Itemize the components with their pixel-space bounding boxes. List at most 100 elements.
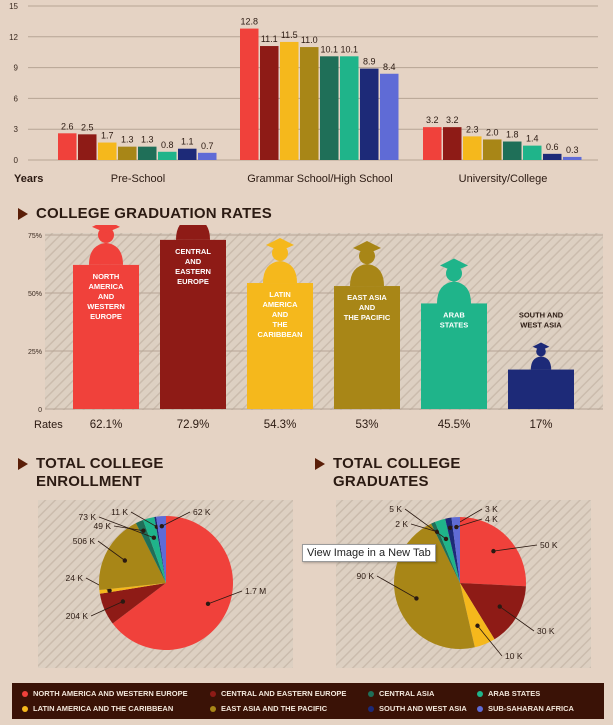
rate-category-label: EUROPE [177,277,209,286]
graduate-body-icon [530,356,552,370]
pie-slice-label: 10 K [505,651,523,661]
pie-label-dot [205,601,211,607]
pie-slice-label: 11 K [111,507,128,517]
rates-row-label: Rates [34,419,63,431]
data-label: 0.7 [201,141,214,151]
rate-category-label: AND [272,310,289,319]
legend: NORTH AMERICA AND WESTERN EUROPE CENTRAL … [12,683,604,719]
data-label: 0.6 [546,142,559,152]
rate-category-label: SOUTH AND [519,311,564,320]
pie-slice-label: 30 K [537,626,555,636]
legend-item: ARAB STATES [477,686,613,701]
graduate-body-icon [176,225,210,240]
graduate-body-icon [89,242,123,265]
bar [78,134,97,160]
legend-swatch-icon [477,705,483,712]
rates-heading: COLLEGE GRADUATION RATES [18,205,272,223]
bar [340,56,359,160]
graduates-heading: TOTAL COLLEGE GRADUATES [315,455,461,491]
bar [423,127,442,160]
data-label: 11.5 [281,30,298,40]
rate-category-label: CENTRAL [175,247,211,256]
data-label: 8.4 [383,62,396,72]
enrollment-heading: TOTAL COLLEGE ENROLLMENT [18,455,164,491]
rate-bar [247,283,313,409]
legend-label: ARAB STATES [488,689,541,698]
data-label: 3.2 [446,115,459,125]
legend-swatch-icon [368,705,374,712]
legend-label: CENTRAL AND EASTERN EUROPE [221,689,347,698]
rate-bar [421,303,487,409]
bar [58,133,77,160]
bar [300,47,319,160]
rate-category-label: WEST ASIA [520,321,562,330]
pie-leader-line [376,575,417,599]
rate-category-label: LATIN [269,290,291,299]
data-label: 1.3 [121,135,134,145]
pie-slice-label: 5 K [389,504,402,514]
pie-leader-line [207,590,243,605]
rate-category-label: AMERICA [89,282,125,291]
rate-value-label: 62.1% [90,419,123,431]
legend-swatch-icon [210,690,216,697]
pie-slice-label: 62 K [193,507,211,517]
rate-category-label: AND [185,257,202,266]
rate-value-label: 72.9% [177,419,210,431]
pie-slice [431,521,460,583]
pie-charts: 1.7 M 204 K 24 K 506 K 49 K73 K 11 K 62 K 50 K… [38,500,591,668]
data-label: 8.9 [363,57,376,67]
y-tick-label: 9 [14,64,19,73]
pie-slice-label: 73 K [79,512,97,522]
y-tick-label: 6 [14,94,19,103]
bar [503,141,522,160]
legend-item: CENTRAL ASIA [368,686,477,701]
pie-slice [143,517,166,583]
rate-category-label: EUROPE [90,312,122,321]
bar [483,139,502,160]
rate-category-label: ARAB [443,310,465,319]
pie-label-dot [151,535,157,540]
legend-swatch-icon [22,705,28,712]
pie-slice [460,583,495,648]
legend-swatch-icon [22,690,28,697]
rate-category-label: WESTERN [87,302,125,311]
legend-label: CENTRAL ASIA [379,689,435,698]
pie-leader-line [456,518,483,528]
y-tick-label: 50% [28,291,42,298]
bar [260,46,279,160]
y-tick-label: 25% [28,349,42,356]
view-image-tooltip[interactable]: View Image in a New Tab [302,544,436,562]
data-label: 2.6 [61,121,74,131]
graduation-cap-icon [532,342,550,351]
pie-slice-label: 3 K [485,504,498,514]
legend-swatch-icon [210,705,216,712]
bar [320,56,339,160]
triangle-bullet-icon [315,458,325,470]
pie-leader-line [477,625,503,657]
graduates-title-line2: GRADUATES [333,473,429,490]
rate-value-label: 45.5% [438,419,471,431]
legend-item: CENTRAL AND EASTERN EUROPE [210,686,368,701]
data-label: 2.0 [486,127,499,137]
y-tick-label: 15 [9,2,18,11]
data-label: 2.5 [81,122,94,132]
pie-slice [434,518,460,583]
data-label: 3.2 [426,115,439,125]
pie-slice [445,517,460,583]
pie-leader-line [493,544,538,552]
bar [118,146,137,160]
rates-title: COLLEGE GRADUATION RATES [36,205,272,222]
pie-label-dot [414,596,419,601]
graduation-cap-icon [92,225,120,233]
data-label: 1.8 [506,130,519,140]
legend-item: LATIN AMERICA AND THE CARIBBEAN [22,701,210,716]
triangle-bullet-icon [18,458,28,470]
graduate-body-icon [437,281,471,304]
rate-value-label: 54.3% [264,419,297,431]
y-tick-label: 0 [38,407,42,414]
legend-item: EAST ASIA AND THE PACIFIC [210,701,368,716]
pie-slice [112,516,233,650]
rate-bar [73,264,139,409]
pie-leader-line [90,601,124,617]
bar [443,127,462,160]
